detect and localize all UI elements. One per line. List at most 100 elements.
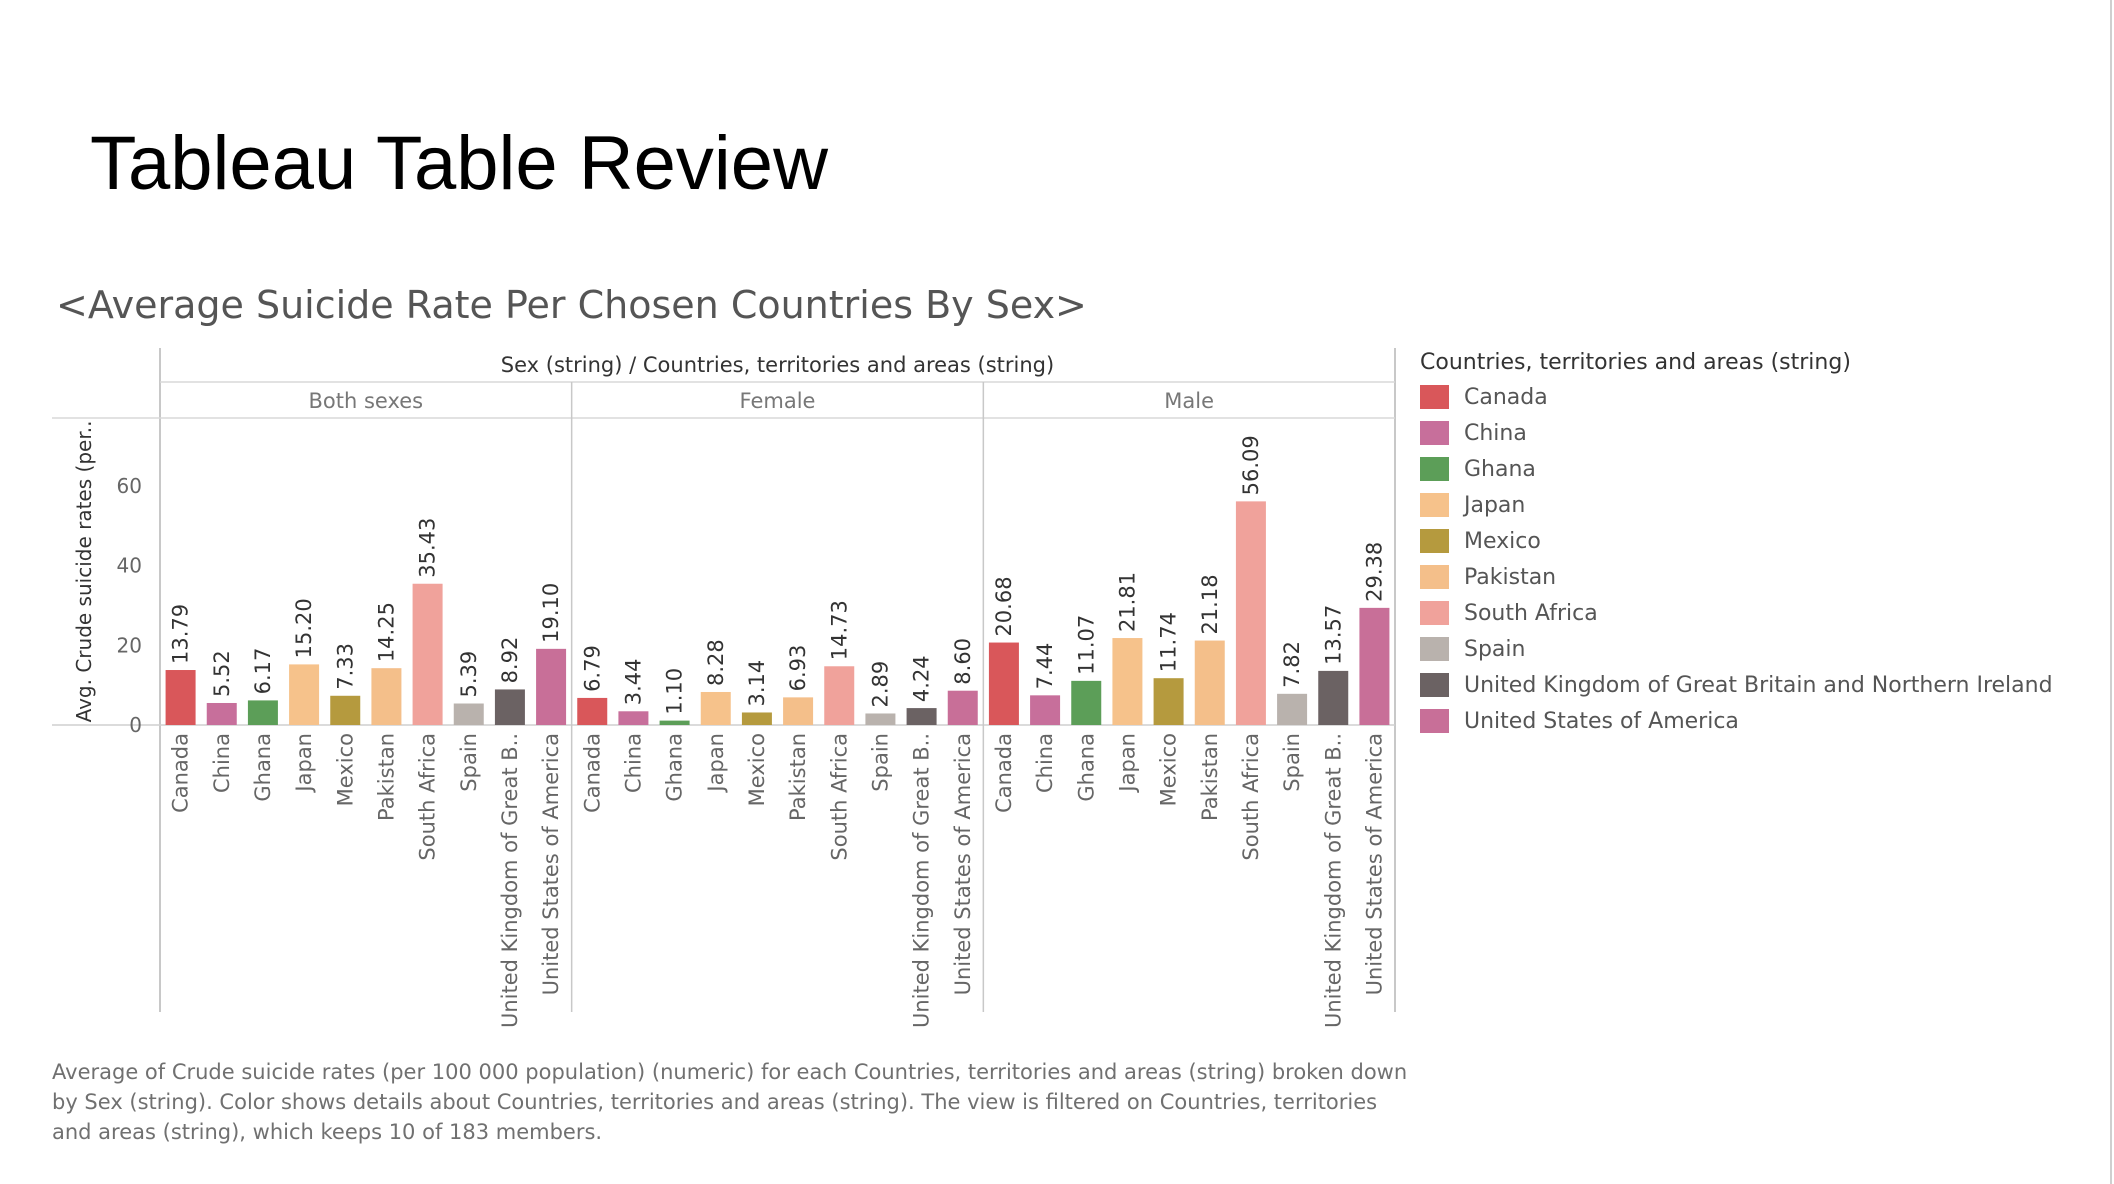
legend-swatch [1420, 385, 1449, 409]
legend-item[interactable]: Pakistan [1420, 559, 2110, 595]
legend-item[interactable]: Japan [1420, 487, 2110, 523]
bar [289, 664, 320, 725]
bar [206, 702, 237, 725]
bar [824, 666, 855, 725]
data-label: 21.81 [1115, 572, 1139, 632]
data-label: 5.39 [457, 651, 481, 698]
x-tick-label: Spain [457, 733, 481, 792]
legend-label: South Africa [1464, 600, 1598, 626]
data-label: 35.43 [416, 518, 440, 578]
column-header: Sex (string) / Countries, territories an… [501, 353, 1054, 377]
panel-header: Female [740, 389, 816, 413]
x-tick-label: Ghana [663, 733, 687, 802]
legend-swatch [1420, 565, 1449, 589]
y-tick-label: 60 [117, 474, 142, 498]
data-label: 20.68 [992, 576, 1016, 636]
data-label: 5.52 [210, 650, 234, 697]
bar [1235, 501, 1266, 725]
bar [247, 700, 278, 725]
bar [453, 703, 484, 725]
legend-label: Japan [1464, 492, 1526, 518]
bar [165, 670, 196, 725]
slide-title: Tableau Table Review [90, 121, 828, 206]
data-label: 8.28 [704, 639, 728, 686]
y-tick-label: 20 [117, 633, 142, 657]
data-label: 6.17 [251, 648, 275, 695]
slide-edge-divider [2110, 0, 2112, 1184]
x-tick-label: Ghana [251, 733, 275, 802]
data-label: 6.79 [580, 645, 604, 692]
x-tick-label: Japan [704, 733, 728, 794]
color-legend[interactable]: Countries, territories and areas (string… [1420, 350, 2110, 739]
data-label: 1.10 [663, 668, 687, 715]
legend-item[interactable]: Ghana [1420, 451, 2110, 487]
bar [330, 695, 361, 725]
legend-label: Pakistan [1464, 564, 1557, 590]
data-label: 4.24 [910, 655, 934, 702]
bar-chart: Sex (string) / Countries, territories an… [52, 348, 1396, 1028]
data-label: 3.14 [745, 660, 769, 707]
x-tick-label: Pakistan [1198, 733, 1222, 821]
legend-swatch [1420, 457, 1449, 481]
sheet-title: <Average Suicide Rate Per Chosen Countri… [56, 283, 1087, 327]
legend-swatch [1420, 637, 1449, 661]
x-tick-label: Mexico [333, 733, 357, 806]
bar [783, 697, 814, 725]
bar [947, 690, 978, 725]
legend-item[interactable]: China [1420, 415, 2110, 451]
legend-label: Mexico [1464, 528, 1541, 554]
bar [988, 642, 1019, 725]
data-label: 7.82 [1280, 641, 1304, 688]
legend-item[interactable]: Spain [1420, 631, 2110, 667]
legend-swatch [1420, 421, 1449, 445]
bar [659, 720, 690, 725]
data-label: 7.33 [333, 643, 357, 690]
bar [1277, 693, 1308, 725]
bar [536, 648, 567, 725]
legend-title: Countries, territories and areas (string… [1420, 350, 1851, 375]
panel-header: Both sexes [309, 389, 424, 413]
x-tick-label: Canada [169, 733, 193, 813]
x-tick-label: China [621, 733, 645, 793]
x-tick-label: China [210, 733, 234, 793]
legend-label: United States of America [1464, 708, 1739, 734]
data-label: 7.44 [1033, 643, 1057, 690]
data-label: 8.60 [951, 638, 975, 685]
legend-item[interactable]: Mexico [1420, 523, 2110, 559]
legend-item[interactable]: Canada [1420, 379, 2110, 415]
legend-item[interactable]: United Kingdom of Great Britain and Nort… [1420, 667, 2110, 703]
x-tick-label: Mexico [1157, 733, 1181, 806]
x-tick-label: Ghana [1074, 733, 1098, 802]
x-tick-label: Canada [992, 733, 1016, 813]
bar [1318, 670, 1349, 725]
x-tick-label: China [1033, 733, 1057, 793]
data-label: 14.25 [374, 602, 398, 662]
legend-item[interactable]: South Africa [1420, 595, 2110, 631]
legend-swatch [1420, 529, 1449, 553]
x-tick-label: Mexico [745, 733, 769, 806]
data-label: 13.79 [169, 604, 193, 664]
legend-label: Ghana [1464, 456, 1536, 482]
y-tick-label: 0 [129, 713, 142, 737]
sheet-caption: Average of Crude suicide rates (per 100 … [52, 1060, 1408, 1144]
legend-label: United Kingdom of Great Britain and Nort… [1464, 672, 2053, 698]
bar [1112, 638, 1143, 725]
data-label: 15.20 [292, 598, 316, 658]
legend-label: Spain [1464, 636, 1526, 662]
legend-item[interactable]: United States of America [1420, 703, 2110, 739]
data-label: 13.57 [1321, 605, 1345, 665]
x-tick-label: United States of America [951, 733, 975, 995]
data-label: 29.38 [1362, 542, 1386, 602]
bar [1194, 640, 1225, 725]
bar [618, 711, 649, 725]
data-label: 21.18 [1198, 574, 1222, 634]
data-label: 3.44 [621, 659, 645, 706]
x-tick-label: United Kingdom of Great B.. [910, 733, 934, 1028]
data-label: 6.93 [786, 645, 810, 692]
x-tick-label: Spain [1280, 733, 1304, 792]
legend-label: China [1464, 420, 1527, 446]
x-tick-label: United Kingdom of Great B.. [1321, 733, 1345, 1028]
panel-header: Male [1164, 389, 1214, 413]
y-axis-label: Avg. Crude suicide rates (per.. [72, 421, 96, 723]
x-tick-label: United Kingdom of Great B.. [498, 733, 522, 1028]
